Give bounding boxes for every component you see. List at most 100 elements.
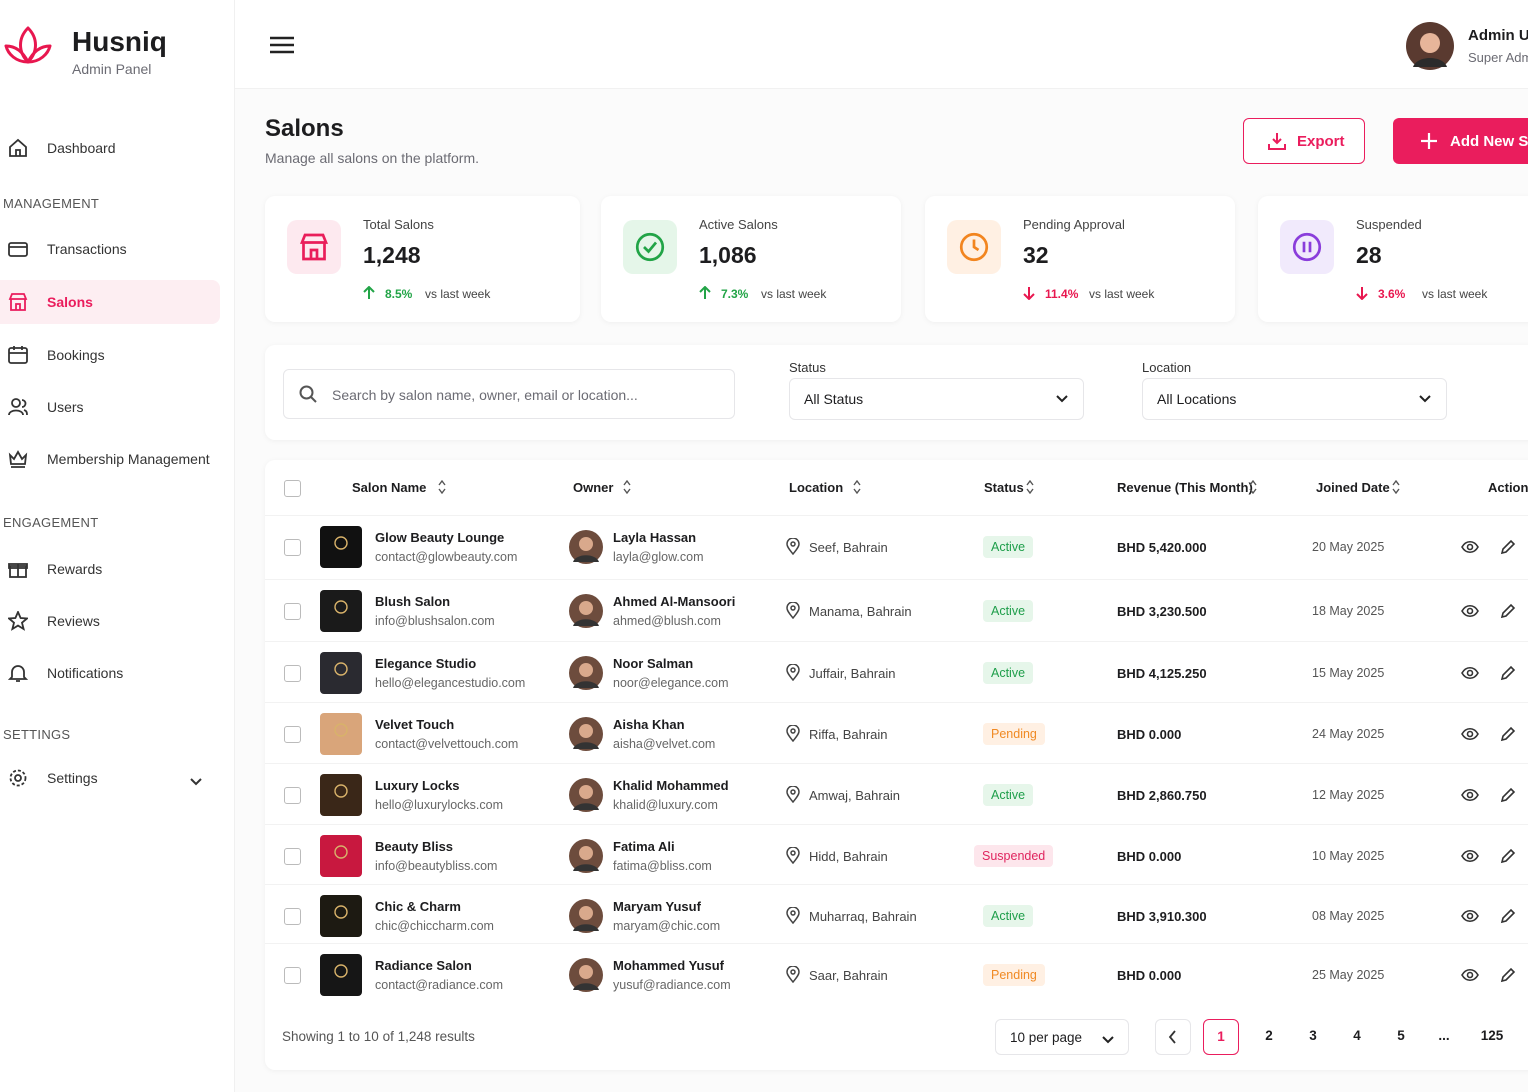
owner-email: yusuf@radiance.com bbox=[613, 978, 731, 992]
nav-item[interactable]: Notifications bbox=[0, 651, 220, 695]
edit-button[interactable] bbox=[1500, 665, 1516, 686]
row-divider bbox=[265, 641, 1528, 642]
nav-item[interactable]: Dashboard bbox=[0, 126, 220, 170]
per-page-select[interactable]: 10 per page bbox=[995, 1019, 1129, 1055]
user-avatar[interactable] bbox=[1405, 21, 1455, 71]
stat-icon-glyph-graphic bbox=[1292, 232, 1322, 262]
salon-name[interactable]: Luxury Locks bbox=[375, 778, 460, 793]
edit-button[interactable] bbox=[1500, 539, 1516, 560]
salon-name[interactable]: Velvet Touch bbox=[375, 717, 455, 732]
revenue: BHD 0.000 bbox=[1117, 727, 1182, 742]
view-button-graphic bbox=[1461, 788, 1479, 802]
nav-label: Rewards bbox=[47, 561, 103, 577]
edit-button[interactable] bbox=[1500, 908, 1516, 929]
salon-logo-mark bbox=[333, 783, 349, 804]
checkbox[interactable] bbox=[284, 603, 301, 620]
nav-label: Transactions bbox=[47, 241, 127, 257]
nav-label: Dashboard bbox=[47, 140, 116, 156]
checkbox[interactable] bbox=[284, 665, 301, 682]
export-label: Export bbox=[1297, 133, 1345, 150]
column-header[interactable]: Owner bbox=[573, 480, 614, 495]
page-button[interactable]: 5 bbox=[1397, 1028, 1405, 1043]
nav-item[interactable]: Users bbox=[0, 385, 220, 429]
salon-name[interactable]: Elegance Studio bbox=[375, 656, 477, 671]
status-badge: Active bbox=[983, 600, 1034, 622]
edit-button[interactable] bbox=[1500, 848, 1516, 869]
salon-logo bbox=[320, 774, 362, 816]
salon-logo-mark bbox=[333, 722, 349, 743]
sort-icon-graphic bbox=[1249, 479, 1257, 495]
view-button-graphic bbox=[1461, 849, 1479, 863]
page-button[interactable]: 1 bbox=[1203, 1019, 1239, 1055]
view-button[interactable] bbox=[1461, 604, 1479, 623]
page-button[interactable]: 125 bbox=[1480, 1028, 1504, 1043]
view-button[interactable] bbox=[1461, 540, 1479, 559]
nav-item[interactable]: Reviews bbox=[0, 599, 220, 643]
nav-icon-graphic bbox=[9, 769, 27, 787]
salon-logo bbox=[320, 835, 362, 877]
trend-arrow bbox=[363, 285, 375, 305]
sidebar bbox=[0, 0, 235, 1092]
view-button[interactable] bbox=[1461, 968, 1479, 987]
column-header[interactable]: Status bbox=[984, 480, 1024, 495]
menu-button[interactable] bbox=[270, 36, 294, 54]
checkbox[interactable] bbox=[284, 787, 301, 804]
owner-avatar-graphic bbox=[569, 594, 603, 628]
page-button[interactable]: 3 bbox=[1309, 1028, 1317, 1043]
revenue: BHD 3,230.500 bbox=[1117, 604, 1207, 619]
checkbox[interactable] bbox=[284, 967, 301, 984]
nav-item[interactable]: Bookings bbox=[0, 333, 220, 377]
salon-name[interactable]: Blush Salon bbox=[375, 594, 451, 609]
nav-item[interactable]: Membership Management bbox=[0, 437, 220, 481]
column-header[interactable]: Salon Name bbox=[352, 480, 427, 495]
owner-name: Maryam Yusuf bbox=[613, 899, 701, 914]
column-header[interactable]: Revenue (This Month) bbox=[1117, 480, 1253, 495]
edit-button-graphic bbox=[1500, 848, 1516, 864]
location-select[interactable]: All Locations bbox=[1142, 378, 1447, 420]
add-button[interactable]: Add New S bbox=[1393, 118, 1528, 164]
column-header[interactable]: Joined Date bbox=[1316, 480, 1390, 495]
salon-name[interactable]: Beauty Bliss bbox=[375, 839, 454, 854]
edit-button[interactable] bbox=[1500, 787, 1516, 808]
owner-name: Mohammed Yusuf bbox=[613, 958, 725, 973]
checkbox[interactable] bbox=[284, 848, 301, 865]
brand-logo bbox=[4, 26, 52, 64]
column-header[interactable]: Location bbox=[789, 480, 844, 495]
checkbox[interactable] bbox=[284, 480, 301, 497]
salon-name[interactable]: Radiance Salon bbox=[375, 958, 472, 973]
page-button[interactable]: 4 bbox=[1353, 1028, 1361, 1043]
nav-item[interactable]: Settings bbox=[0, 756, 220, 800]
edit-button[interactable] bbox=[1500, 726, 1516, 747]
nav-item[interactable]: Rewards bbox=[0, 547, 220, 591]
nav-expand-graphic bbox=[190, 778, 202, 786]
page-button[interactable]: ... bbox=[1438, 1028, 1450, 1043]
salon-name[interactable]: Chic & Charm bbox=[375, 899, 461, 914]
column-header[interactable]: Action bbox=[1488, 480, 1528, 495]
view-button[interactable] bbox=[1461, 666, 1479, 685]
user-name: Admin U bbox=[1468, 27, 1528, 44]
nav-item[interactable]: Salons bbox=[0, 280, 220, 324]
stat-icon-glyph bbox=[1292, 232, 1322, 267]
view-button[interactable] bbox=[1461, 727, 1479, 746]
edit-button[interactable] bbox=[1500, 603, 1516, 624]
search-box[interactable]: Search by salon name, owner, email or lo… bbox=[283, 369, 735, 419]
view-button[interactable] bbox=[1461, 909, 1479, 928]
salon-name[interactable]: Glow Beauty Lounge bbox=[375, 530, 505, 545]
checkbox[interactable] bbox=[284, 908, 301, 925]
edit-button[interactable] bbox=[1500, 967, 1516, 988]
export-button[interactable]: Export bbox=[1243, 118, 1365, 164]
page-button[interactable]: 2 bbox=[1265, 1028, 1273, 1043]
revenue: BHD 0.000 bbox=[1117, 968, 1182, 983]
status-badge: Pending bbox=[983, 964, 1045, 986]
status-badge: Suspended bbox=[974, 845, 1054, 867]
checkbox[interactable] bbox=[284, 726, 301, 743]
sort-icon bbox=[438, 479, 446, 499]
status-select[interactable]: All Status bbox=[789, 378, 1084, 420]
checkbox[interactable] bbox=[284, 539, 301, 556]
view-button[interactable] bbox=[1461, 788, 1479, 807]
prev-page[interactable] bbox=[1155, 1019, 1191, 1055]
stat-icon-glyph bbox=[635, 232, 665, 267]
location-icon-graphic bbox=[786, 601, 800, 620]
nav-item[interactable]: Transactions bbox=[0, 227, 220, 271]
view-button[interactable] bbox=[1461, 849, 1479, 868]
